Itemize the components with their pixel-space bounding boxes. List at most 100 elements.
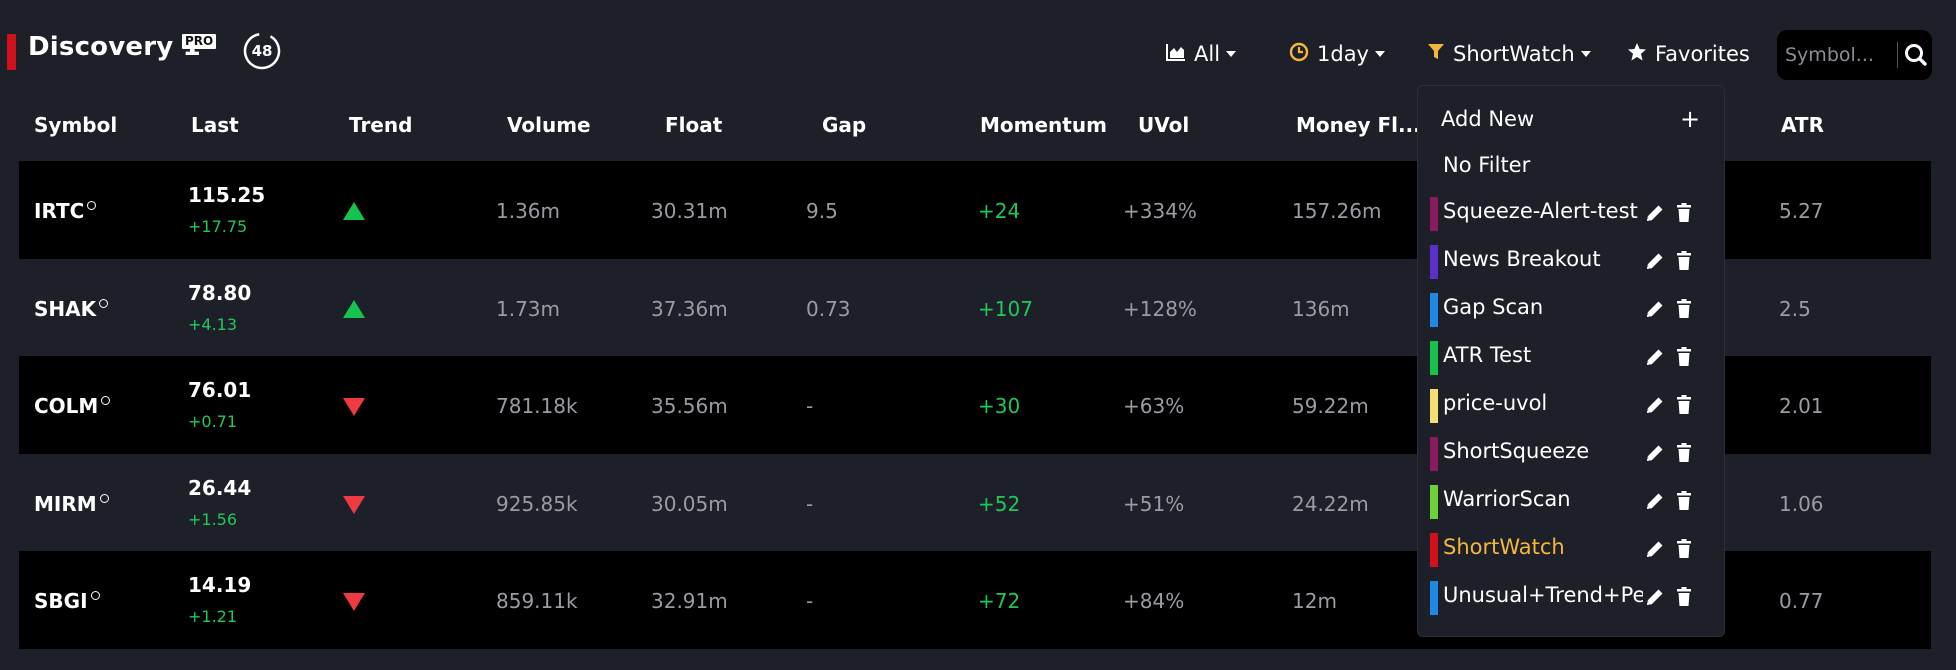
column-header-last[interactable]: Last <box>191 113 239 137</box>
trash-icon[interactable] <box>1672 345 1696 369</box>
uvol-cell: +334% <box>1123 199 1197 223</box>
pencil-icon[interactable] <box>1643 537 1667 561</box>
scan-color-swatch <box>1430 197 1438 231</box>
add-new-label: Add New <box>1441 107 1535 131</box>
momentum-cell: +107 <box>978 297 1033 321</box>
scan-menu-item[interactable]: ATR Test <box>1418 337 1724 377</box>
scan-filter-button[interactable]: ShortWatch <box>1427 38 1591 70</box>
money-flow-cell: 59.22m <box>1292 394 1369 418</box>
symbol-cell[interactable]: IRTC <box>34 199 97 223</box>
pencil-icon[interactable] <box>1643 585 1667 609</box>
column-header-volume[interactable]: Volume <box>507 113 591 137</box>
scan-color-swatch <box>1430 581 1438 615</box>
atr-cell: 1.06 <box>1779 492 1824 516</box>
scan-menu-label: ATR Test <box>1443 343 1532 367</box>
price-change: +4.13 <box>188 315 238 334</box>
trend-up-icon <box>343 202 365 220</box>
trash-icon[interactable] <box>1672 441 1696 465</box>
favorites-label: Favorites <box>1655 42 1750 66</box>
float-cell: 37.36m <box>651 297 728 321</box>
gap-cell: - <box>806 492 814 516</box>
scan-menu-item[interactable]: WarriorScan <box>1418 481 1724 521</box>
column-header-gap[interactable]: Gap <box>822 113 867 137</box>
gap-cell: - <box>806 589 814 613</box>
column-header-trend[interactable]: Trend <box>349 113 413 137</box>
trash-icon[interactable] <box>1672 201 1696 225</box>
count-badge: 48 <box>242 31 282 71</box>
status-ring-icon <box>87 201 97 210</box>
uvol-cell: +63% <box>1123 394 1185 418</box>
column-header-float[interactable]: Float <box>665 113 723 137</box>
pencil-icon[interactable] <box>1643 441 1667 465</box>
scan-menu-label: ShortSqueeze <box>1443 439 1590 463</box>
symbol-cell[interactable]: MIRM <box>34 492 109 516</box>
last-price: 115.25 <box>188 183 266 207</box>
chevron-down-icon <box>1375 51 1385 57</box>
column-header-symbol[interactable]: Symbol <box>34 113 118 137</box>
symbol-cell[interactable]: COLM <box>34 394 111 418</box>
scan-menu-item[interactable]: ShortWatch <box>1418 529 1724 569</box>
all-filter-button[interactable]: All <box>1166 38 1237 70</box>
last-price: 78.80 <box>188 281 252 305</box>
trash-icon[interactable] <box>1672 297 1696 321</box>
add-new-menu-item[interactable]: Add New + <box>1418 101 1724 141</box>
last-price: 26.44 <box>188 476 252 500</box>
search-icon <box>1905 44 1927 66</box>
scan-menu-item[interactable]: Unusual+Trend+Per <box>1418 577 1724 617</box>
star-icon <box>1627 42 1647 67</box>
column-header-atr[interactable]: ATR <box>1781 113 1824 137</box>
volume-cell: 781.18k <box>496 394 578 418</box>
search-box <box>1777 30 1932 80</box>
volume-cell: 1.36m <box>496 199 561 223</box>
search-input[interactable] <box>1785 40 1891 70</box>
symbol-cell[interactable]: SBGI <box>34 589 100 613</box>
column-header-uvol[interactable]: UVol <box>1138 113 1190 137</box>
scan-menu-item[interactable]: price-uvol <box>1418 385 1724 425</box>
search-button[interactable] <box>1901 40 1931 70</box>
momentum-cell: +24 <box>978 199 1021 223</box>
symbol-cell[interactable]: SHAK <box>34 297 109 321</box>
chevron-down-icon <box>1226 51 1237 57</box>
float-cell: 30.31m <box>651 199 728 223</box>
atr-cell: 2.01 <box>1779 394 1824 418</box>
pencil-icon[interactable] <box>1643 249 1667 273</box>
trend-down-icon <box>343 496 365 514</box>
gap-cell: 0.73 <box>806 297 851 321</box>
uvol-cell: +128% <box>1123 297 1197 321</box>
trend-down-icon <box>343 398 365 416</box>
status-ring-icon <box>101 396 111 405</box>
column-header-money-flow[interactable]: Money Fl... <box>1296 113 1421 137</box>
scan-menu-item[interactable]: News Breakout <box>1418 241 1724 281</box>
pencil-icon[interactable] <box>1643 297 1667 321</box>
scan-menu-item[interactable]: Gap Scan <box>1418 289 1724 329</box>
scan-menu-item[interactable]: Squeeze-Alert-test <box>1418 193 1724 233</box>
timeframe-button[interactable]: 1day <box>1289 38 1385 70</box>
search-divider <box>1897 42 1898 68</box>
pencil-icon[interactable] <box>1643 393 1667 417</box>
symbol-text: COLM <box>34 394 99 418</box>
trash-icon[interactable] <box>1672 537 1696 561</box>
no-filter-menu-item[interactable]: No Filter <box>1418 147 1724 187</box>
pencil-icon[interactable] <box>1643 489 1667 513</box>
scan-color-swatch <box>1430 533 1438 567</box>
pencil-icon[interactable] <box>1643 345 1667 369</box>
last-price: 76.01 <box>188 378 252 402</box>
trash-icon[interactable] <box>1672 585 1696 609</box>
scan-menu-item[interactable]: ShortSqueeze <box>1418 433 1724 473</box>
column-header-momentum[interactable]: Momentum <box>980 113 1107 137</box>
trash-icon[interactable] <box>1672 393 1696 417</box>
scan-menu-label: WarriorScan <box>1443 487 1571 511</box>
momentum-cell: +72 <box>978 589 1021 613</box>
scan-menu-label: Gap Scan <box>1443 295 1544 319</box>
float-cell: 32.91m <box>651 589 728 613</box>
header-bar: Discovery 1 PRO 48 All 1day ShortWatch F… <box>0 0 1956 100</box>
trash-icon[interactable] <box>1672 489 1696 513</box>
table-row[interactable]: COLM 76.01 +0.71 781.18k 35.56m - +30 +6… <box>19 356 1931 454</box>
scan-color-swatch <box>1430 341 1438 375</box>
plus-icon: + <box>1680 105 1701 133</box>
scan-menu-label: News Breakout <box>1443 247 1601 271</box>
pencil-icon[interactable] <box>1643 201 1667 225</box>
trash-icon[interactable] <box>1672 249 1696 273</box>
scan-menu-label: Unusual+Trend+Per <box>1443 583 1643 607</box>
favorites-button[interactable]: Favorites <box>1627 38 1750 70</box>
